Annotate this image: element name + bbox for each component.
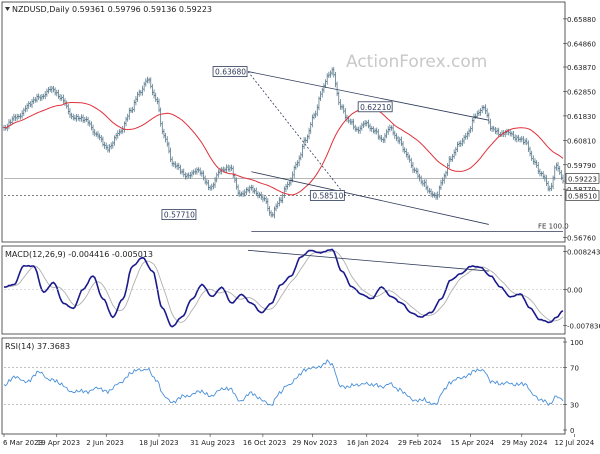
price-y-tick-label: 0.62850 (567, 88, 596, 96)
annotation-box (161, 209, 197, 221)
price-y-tick-label: 0.63870 (567, 64, 596, 72)
rsi-header: RSI(14) 37.3683 (5, 342, 70, 351)
price-annotation: 0.63680 (212, 66, 248, 77)
x-tick-label: 29 Nov 2023 (292, 439, 337, 447)
price-y-tick-label: 0.59790 (567, 162, 596, 170)
x-tick-label: 2 Jun 2023 (86, 439, 124, 447)
current-price-label: 0.59223 (568, 175, 597, 183)
price-panel-frame (1, 1, 566, 243)
price-guides: FE 100.0 (4, 178, 569, 232)
price-annotation: 0.62210 (357, 101, 393, 113)
price-y-tick-label: 0.60810 (567, 137, 596, 145)
x-tick-label: 12 Jul 2024 (555, 439, 595, 447)
price-annotations: 0.63680 0.57710 0.58510 0.62210 (161, 66, 489, 225)
rsi-panel-frame (1, 337, 566, 435)
y-axes: 0.65880 0.64860 0.63870 0.62850 0.61830 0.608… (563, 16, 600, 435)
price-y-tick-label: 0.56760 (567, 234, 596, 242)
x-tick-label: 29 Feb 2024 (398, 439, 442, 447)
macd-y-tick-label: 0.00 (567, 287, 583, 295)
annotation-label: 0.62210 (360, 103, 391, 112)
price-bar (561, 174, 565, 184)
macd-trendline (248, 249, 489, 272)
annotation-label: 0.58510 (312, 191, 343, 200)
macd-y-tick-label: 0.008243 (567, 248, 600, 256)
x-tick-label: 16 Oct 2023 (243, 439, 286, 447)
x-tick-label: 15 Apr 2024 (451, 439, 495, 447)
annotation-box (309, 190, 345, 201)
rsi-y-tick-label: 70 (570, 365, 579, 373)
price-series (2, 66, 565, 219)
x-tick-label: 6 Mar 2023 (3, 439, 43, 447)
price-trendline (247, 71, 489, 121)
price-y-tick-label: 0.65880 (567, 16, 596, 24)
macd-panel-frame (1, 245, 566, 335)
rsi-y-tick-label: 0 (570, 427, 574, 435)
macd-y-tick-label: -0.007836 (567, 323, 600, 331)
support-price-box (565, 190, 600, 201)
x-tick-label: 29 May 2024 (502, 439, 548, 447)
collapse-triangle-icon[interactable] (5, 7, 10, 11)
x-tick-label: 31 Aug 2023 (190, 439, 235, 447)
rsi-y-tick-label: 30 (570, 401, 579, 409)
watermark: ActionForex.com (346, 52, 487, 72)
x-tick-label: 19 Apr 2023 (37, 439, 80, 447)
price-annotation: 0.57710 (161, 209, 197, 221)
macd-series (3, 248, 564, 328)
rsi-y-tick-label: 100 (570, 339, 583, 347)
price-trendline (251, 171, 489, 225)
annotation-label: 0.63680 (215, 68, 246, 77)
price-y-tick-label: 0.61830 (567, 113, 596, 121)
x-tick-label: 16 Jan 2024 (347, 439, 390, 447)
price-header: NZDUSD,Daily 0.59361 0.59796 0.59136 0.5… (12, 5, 212, 14)
moving-average-line (3, 102, 564, 196)
rsi-line (3, 359, 564, 407)
price-y-tick-label: 0.64860 (567, 40, 596, 48)
rsi-series (3, 359, 564, 407)
macd-header: MACD(12,26,9) -0.004416 -0.005013 (5, 250, 153, 259)
support-price-label: 0.58510 (568, 192, 597, 200)
annotation-box (212, 66, 248, 77)
fe-label: FE 100.0 (538, 223, 569, 231)
macd-line (3, 248, 564, 328)
annotation-label: 0.57710 (164, 211, 195, 220)
current-price-box (565, 173, 600, 184)
x-tick-label: 18 Jul 2023 (139, 439, 179, 447)
annotation-box (357, 101, 393, 113)
price-annotation: 0.58510 (309, 190, 345, 201)
